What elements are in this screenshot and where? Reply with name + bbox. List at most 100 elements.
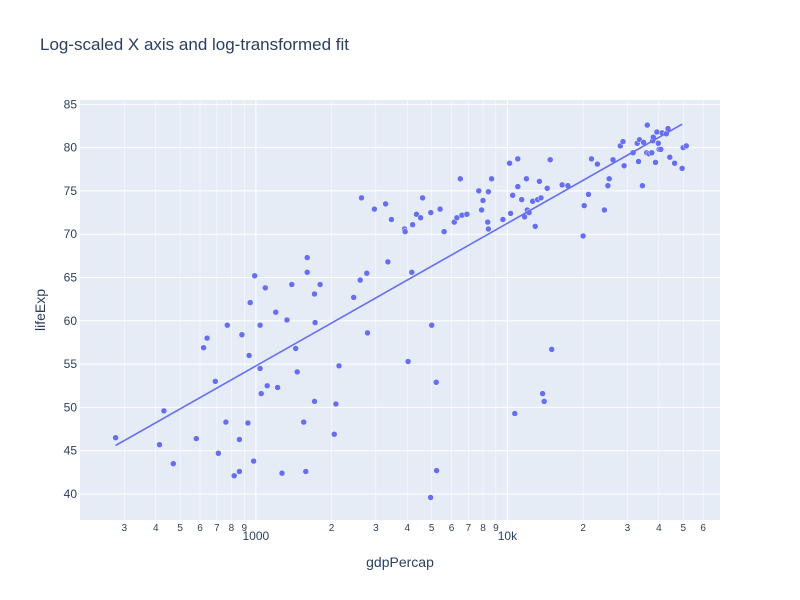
data-point <box>531 223 539 230</box>
data-point <box>539 390 546 397</box>
data-point <box>250 457 257 465</box>
data-point <box>230 472 238 480</box>
data-point <box>427 494 434 501</box>
scatter-markers <box>112 121 690 501</box>
data-point <box>546 156 554 164</box>
x-minor-tick-label: 9 <box>242 523 248 534</box>
x-minor-tick-label: 8 <box>480 523 486 534</box>
x-minor-tick-label: 5 <box>177 523 183 534</box>
y-tick-label: 40 <box>64 487 78 501</box>
data-point <box>288 281 296 288</box>
data-point <box>215 450 222 457</box>
data-point <box>170 460 177 467</box>
data-point <box>635 158 642 165</box>
fit-line <box>115 123 683 447</box>
data-point <box>514 155 522 163</box>
data-point <box>358 194 365 202</box>
grid-lines <box>80 100 720 520</box>
data-point <box>601 206 608 214</box>
data-point <box>244 419 252 427</box>
x-minor-tick-label: 9 <box>493 523 499 534</box>
x-minor-tick-label: 7 <box>214 523 220 534</box>
data-point <box>463 211 471 218</box>
data-point <box>511 410 519 417</box>
data-point <box>478 206 485 214</box>
data-point <box>579 232 587 240</box>
data-point <box>311 398 318 405</box>
data-point <box>655 140 662 147</box>
data-point <box>485 188 492 196</box>
data-point <box>671 159 678 167</box>
x-minor-tick-label: 5 <box>429 523 435 534</box>
data-point <box>409 221 416 228</box>
data-point <box>537 194 545 202</box>
data-point <box>436 205 444 213</box>
data-point <box>514 183 522 190</box>
data-point <box>251 272 258 280</box>
x-minor-tick-label: 7 <box>466 523 472 534</box>
data-point <box>404 358 412 365</box>
x-minor-tick-label: 6 <box>700 523 706 534</box>
data-point <box>639 182 646 189</box>
y-tick-label: 60 <box>64 314 78 328</box>
y-tick-label: 65 <box>64 271 78 285</box>
y-tick-label: 45 <box>64 444 78 458</box>
data-point <box>484 218 491 226</box>
x-minor-tick-label: 2 <box>580 523 586 534</box>
data-point <box>523 175 530 183</box>
data-point <box>203 334 211 342</box>
data-point <box>427 209 435 216</box>
data-point <box>644 121 651 129</box>
data-point <box>256 365 264 372</box>
fit-line-layer <box>115 123 683 447</box>
data-point <box>506 159 513 167</box>
data-point <box>540 398 548 405</box>
data-point <box>363 269 371 277</box>
data-point <box>413 211 420 218</box>
data-point <box>384 258 392 266</box>
x-minor-tick-label: 6 <box>197 523 203 534</box>
data-point <box>274 384 281 391</box>
x-minor-tick-label: 3 <box>625 523 631 534</box>
data-point <box>371 205 378 213</box>
chart-title: Log-scaled X axis and log-transformed fi… <box>40 35 349 54</box>
data-point <box>356 276 364 284</box>
data-point <box>364 329 371 337</box>
data-point <box>262 284 269 292</box>
data-point <box>605 175 613 183</box>
data-point <box>536 178 543 185</box>
data-point <box>331 431 338 438</box>
y-tick-label: 75 <box>64 184 78 198</box>
x-minor-tick-label: 6 <box>449 523 455 534</box>
data-point <box>509 192 516 199</box>
data-point <box>457 175 464 183</box>
data-point <box>588 155 595 163</box>
data-point <box>419 194 426 202</box>
y-tick-labels: 40 45 50 55 60 65 70 75 80 85 <box>64 97 78 501</box>
data-point <box>648 149 656 157</box>
data-point <box>604 182 612 189</box>
data-point <box>488 175 495 183</box>
data-point <box>222 418 230 426</box>
data-point <box>238 331 246 338</box>
data-point <box>401 228 409 235</box>
x-minor-tick-label: 5 <box>680 523 686 534</box>
data-point <box>433 467 440 474</box>
x-minor-tick-label: 4 <box>153 523 159 534</box>
data-point <box>683 142 690 150</box>
data-point <box>485 225 492 233</box>
data-point <box>388 216 395 223</box>
data-point <box>507 210 514 217</box>
data-point <box>585 191 592 198</box>
data-point <box>558 181 566 189</box>
y-tick-label: 55 <box>64 357 78 371</box>
data-point <box>160 407 168 415</box>
data-point <box>666 153 674 161</box>
data-point <box>278 469 286 477</box>
data-point <box>594 160 601 168</box>
x-minor-tick-label: 4 <box>405 523 411 534</box>
plot-background <box>80 100 720 520</box>
data-point <box>335 362 343 370</box>
x-tick-label: 10k <box>498 529 518 543</box>
x-minor-tick-label: 8 <box>229 523 235 534</box>
